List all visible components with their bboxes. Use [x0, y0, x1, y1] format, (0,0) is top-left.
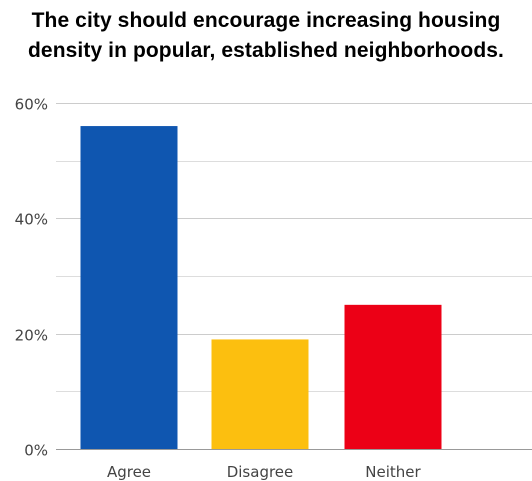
y-tick-label: 20%	[15, 327, 48, 345]
x-category-label: Neither	[365, 463, 421, 481]
y-tick-label: 40%	[15, 211, 48, 229]
bar-disagree	[211, 339, 309, 449]
x-category-label: Agree	[107, 463, 151, 481]
bar-agree	[80, 126, 178, 450]
chart-title-line-1: The city should encourage increasing hou…	[31, 9, 501, 32]
y-tick-label: 0%	[24, 442, 48, 460]
chart-title-line-2: density in popular, established neighbor…	[28, 39, 504, 62]
x-category-label: Disagree	[227, 463, 294, 481]
bar-neither	[344, 304, 442, 449]
chart-title: The city should encourage increasing hou…	[0, 6, 532, 66]
y-tick-label: 60%	[15, 96, 48, 114]
